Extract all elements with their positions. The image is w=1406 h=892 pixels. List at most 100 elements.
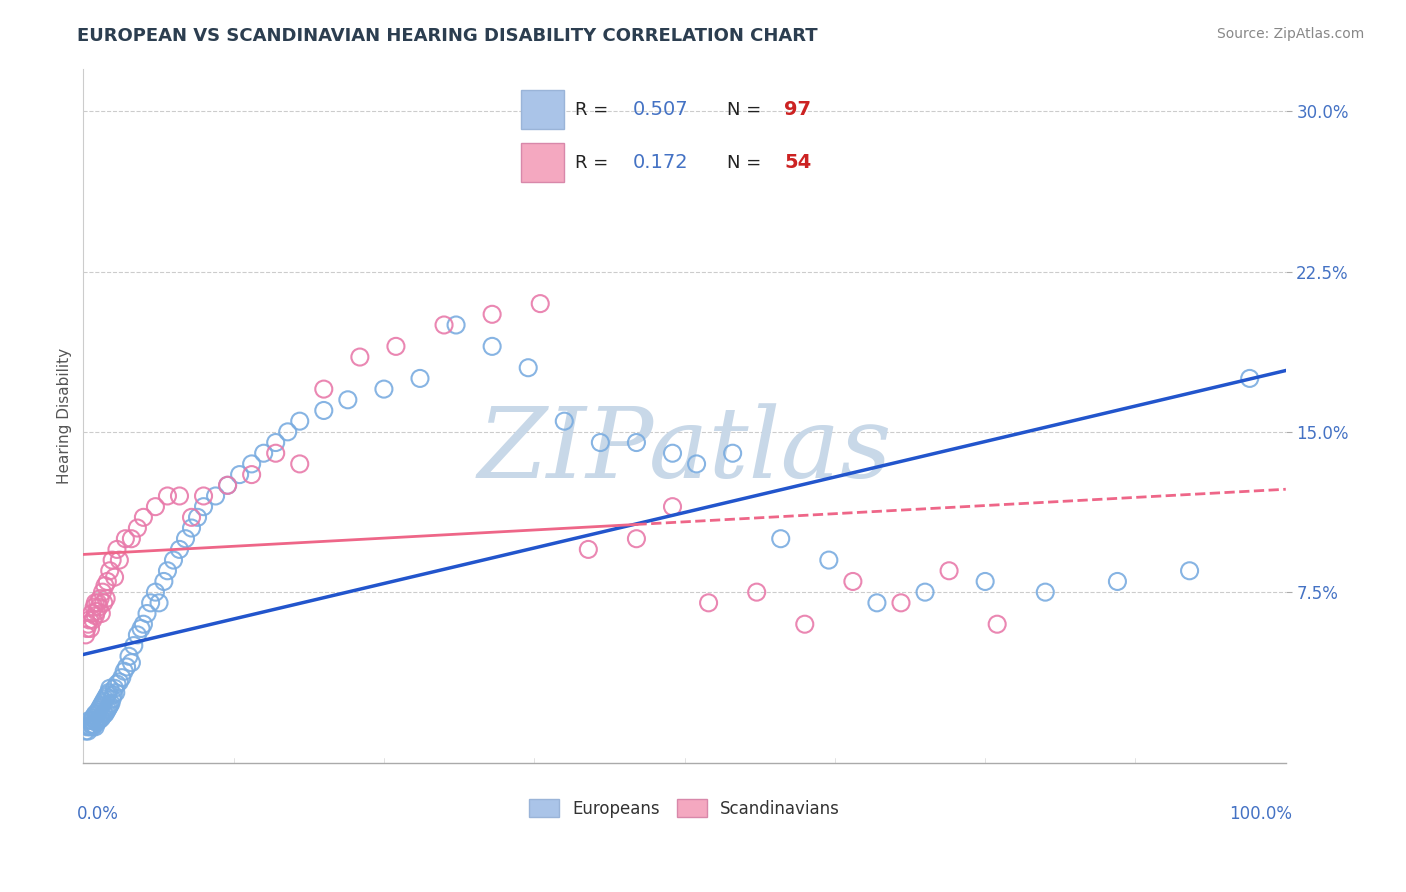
Point <box>373 382 395 396</box>
Point <box>842 574 865 589</box>
Point <box>118 649 141 664</box>
Point <box>409 371 432 385</box>
Point <box>1107 574 1129 589</box>
Point <box>626 532 648 546</box>
Point <box>114 532 136 546</box>
Text: ZIPatlas: ZIPatlas <box>477 403 891 499</box>
Point <box>529 296 551 310</box>
Point <box>156 564 179 578</box>
Point <box>77 724 100 739</box>
Point <box>890 596 912 610</box>
Point <box>76 720 98 734</box>
Point <box>115 660 138 674</box>
Point <box>94 690 117 704</box>
Point <box>127 628 149 642</box>
Point <box>86 604 108 618</box>
Point <box>288 457 311 471</box>
Point <box>866 596 889 610</box>
Point <box>87 596 110 610</box>
Point <box>100 696 122 710</box>
Point <box>97 685 120 699</box>
Point <box>129 622 152 636</box>
Point <box>83 717 105 731</box>
Point <box>80 717 103 731</box>
Point <box>94 591 117 606</box>
Point <box>193 489 215 503</box>
Point <box>86 715 108 730</box>
Point <box>76 622 98 636</box>
Point <box>94 706 117 721</box>
Point <box>228 467 250 482</box>
Point <box>87 714 110 728</box>
Y-axis label: Hearing Disability: Hearing Disability <box>58 348 72 483</box>
Point <box>101 553 124 567</box>
Point <box>87 705 110 719</box>
Point <box>576 542 599 557</box>
Point <box>86 706 108 721</box>
Point <box>661 500 683 514</box>
Point <box>103 688 125 702</box>
Point <box>84 706 107 721</box>
Point <box>264 446 287 460</box>
Point <box>103 681 125 696</box>
Point <box>90 711 112 725</box>
Point <box>87 714 110 728</box>
Point <box>169 542 191 557</box>
Point <box>84 608 107 623</box>
Point <box>481 307 503 321</box>
Point <box>132 617 155 632</box>
Point <box>97 700 120 714</box>
Point <box>79 613 101 627</box>
Point <box>79 714 101 728</box>
Point <box>169 489 191 503</box>
Point <box>974 574 997 589</box>
Point <box>589 435 612 450</box>
Point <box>1178 564 1201 578</box>
Point <box>288 414 311 428</box>
Point <box>105 677 128 691</box>
Point <box>721 446 744 460</box>
Point <box>336 392 359 407</box>
Point <box>174 532 197 546</box>
Point <box>79 720 101 734</box>
Point <box>108 674 131 689</box>
Point <box>103 570 125 584</box>
Point <box>84 714 107 728</box>
Point <box>77 617 100 632</box>
Point <box>153 574 176 589</box>
Point <box>517 360 540 375</box>
Point <box>685 457 707 471</box>
Point <box>120 656 142 670</box>
Point <box>94 692 117 706</box>
Point <box>80 714 103 728</box>
Point <box>89 591 111 606</box>
Point <box>82 613 104 627</box>
Point <box>139 596 162 610</box>
Point <box>1239 371 1261 385</box>
Point <box>83 600 105 615</box>
Point <box>93 596 115 610</box>
Point <box>745 585 768 599</box>
Point <box>93 706 115 721</box>
Point <box>312 382 335 396</box>
Point <box>553 414 575 428</box>
Point <box>96 703 118 717</box>
Point <box>481 339 503 353</box>
Point <box>96 574 118 589</box>
Point <box>180 510 202 524</box>
Point <box>91 585 114 599</box>
Point <box>156 489 179 503</box>
Point <box>793 617 815 632</box>
Point <box>433 318 456 332</box>
Point <box>93 694 115 708</box>
Point <box>90 698 112 713</box>
Point <box>817 553 839 567</box>
Point <box>75 628 97 642</box>
Point <box>193 500 215 514</box>
Point <box>162 553 184 567</box>
Point <box>82 711 104 725</box>
Point <box>986 617 1008 632</box>
Point <box>84 720 107 734</box>
Point <box>94 705 117 719</box>
Point <box>91 709 114 723</box>
